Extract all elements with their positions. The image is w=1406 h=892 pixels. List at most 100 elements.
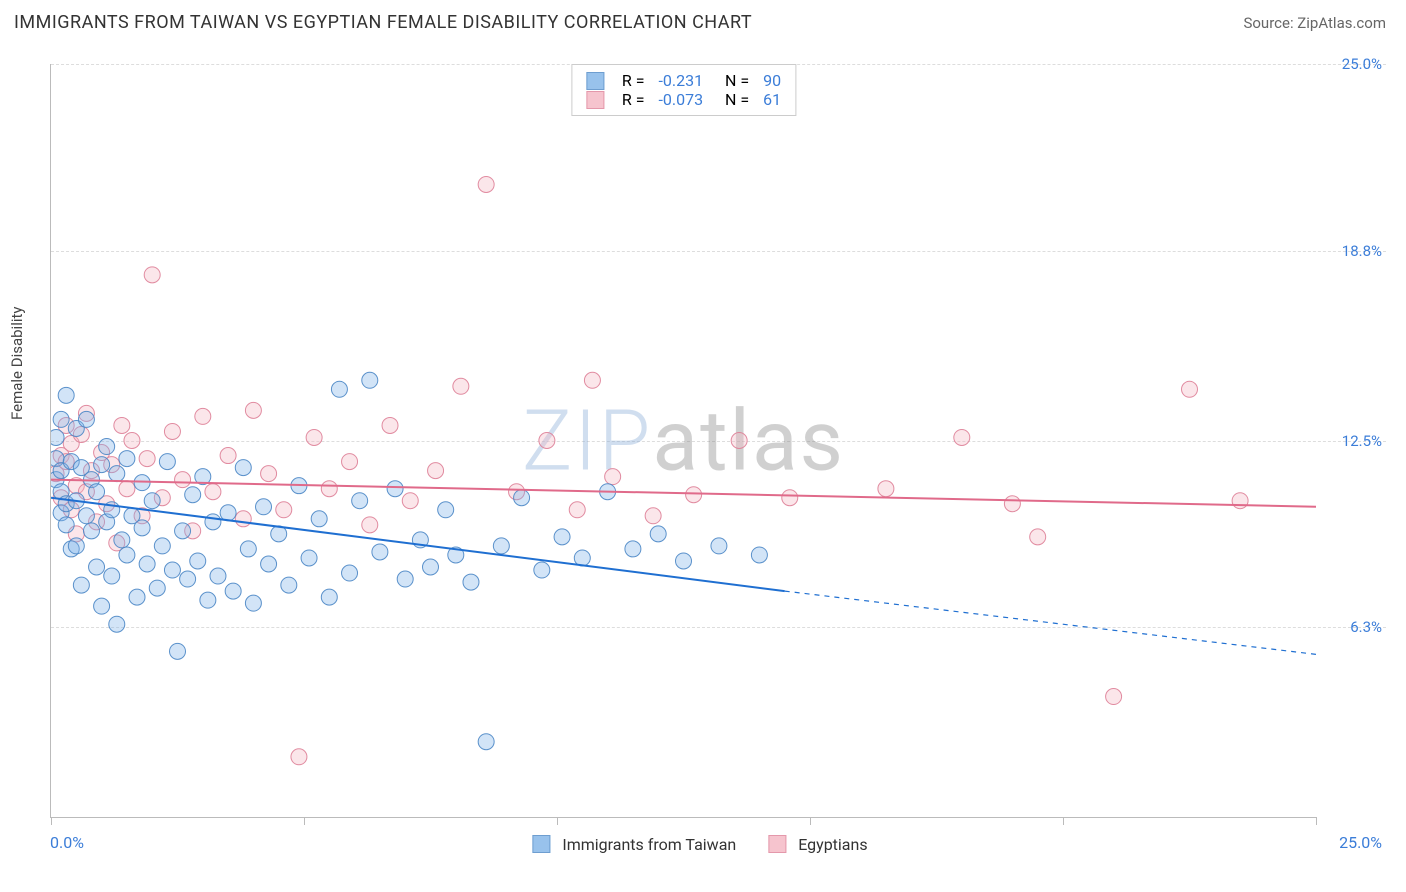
data-point — [139, 451, 155, 467]
data-point — [478, 176, 494, 192]
y-tick-label: 6.3% — [1350, 618, 1382, 636]
data-point — [154, 538, 170, 554]
data-point — [1106, 689, 1122, 705]
data-point — [453, 378, 469, 394]
chart-title: IMMIGRANTS FROM TAIWAN VS EGYPTIAN FEMAL… — [14, 12, 752, 33]
data-point — [164, 562, 180, 578]
scatter-svg — [51, 64, 1316, 817]
data-point — [195, 408, 211, 424]
data-point — [124, 433, 140, 449]
data-point — [261, 556, 277, 572]
data-point — [1004, 496, 1020, 512]
y-axis-label: Female Disability — [8, 307, 26, 421]
swatch-series-1 — [586, 72, 604, 90]
data-point — [245, 595, 261, 611]
legend-label-1: Immigrants from Taiwan — [562, 835, 736, 854]
stat-n-label: N = — [713, 71, 753, 90]
data-point — [68, 538, 84, 554]
data-point — [109, 466, 125, 482]
data-point — [175, 523, 191, 539]
data-point — [605, 469, 621, 485]
data-point — [514, 490, 530, 506]
data-point — [235, 511, 251, 527]
trend-line — [51, 480, 1316, 507]
data-point — [1182, 381, 1198, 397]
x-axis-max-label: 25.0% — [1339, 833, 1382, 852]
data-point — [190, 553, 206, 569]
stats-legend-box: R = -0.231 N = 90 R = -0.073 N = 61 — [571, 64, 796, 116]
data-point — [428, 463, 444, 479]
data-point — [534, 562, 550, 578]
data-point — [245, 402, 261, 418]
data-point — [205, 484, 221, 500]
chart-source: Source: ZipAtlas.com — [1243, 14, 1386, 32]
data-point — [463, 574, 479, 590]
data-point — [119, 451, 135, 467]
data-point — [220, 505, 236, 521]
data-point — [362, 517, 378, 533]
legend-item-2: Egyptians — [768, 835, 867, 854]
data-point — [210, 568, 226, 584]
data-point — [180, 571, 196, 587]
x-axis-min-label: 0.0% — [50, 833, 84, 852]
data-point — [321, 589, 337, 605]
data-point — [114, 417, 130, 433]
stats-row-2: R = -0.073 N = 61 — [586, 90, 781, 109]
data-point — [134, 520, 150, 536]
data-point — [114, 532, 130, 548]
data-point — [144, 267, 160, 283]
data-point — [53, 411, 69, 427]
data-point — [402, 493, 418, 509]
y-tick-label: 18.8% — [1342, 242, 1382, 260]
data-point — [104, 568, 120, 584]
data-point — [878, 481, 894, 497]
data-point — [99, 439, 115, 455]
data-point — [240, 541, 256, 557]
bottom-legend: Immigrants from Taiwan Egyptians — [532, 835, 867, 854]
data-point — [321, 481, 337, 497]
data-point — [954, 429, 970, 445]
data-point — [94, 457, 110, 473]
data-point — [261, 466, 277, 482]
data-point — [139, 556, 155, 572]
stat-r-label: R = — [622, 71, 649, 90]
data-point — [362, 372, 378, 388]
stat-n-label: N = — [713, 90, 753, 109]
data-point — [225, 583, 241, 599]
stat-r-1: -0.231 — [658, 71, 703, 90]
stat-n-2: 61 — [763, 90, 781, 109]
data-point — [119, 481, 135, 497]
data-point — [51, 429, 64, 445]
data-point — [372, 544, 388, 560]
data-point — [423, 559, 439, 575]
data-point — [711, 538, 727, 554]
legend-swatch-2 — [768, 835, 786, 853]
data-point — [73, 577, 89, 593]
data-point — [650, 526, 666, 542]
data-point — [185, 487, 201, 503]
data-point — [342, 565, 358, 581]
data-point — [311, 511, 327, 527]
data-point — [94, 598, 110, 614]
data-point — [78, 411, 94, 427]
legend-label-2: Egyptians — [798, 835, 867, 854]
data-point — [129, 589, 145, 605]
data-point — [625, 541, 641, 557]
data-point — [281, 577, 297, 593]
data-point — [78, 508, 94, 524]
data-point — [164, 423, 180, 439]
data-point — [493, 538, 509, 554]
data-point — [352, 493, 368, 509]
data-point — [144, 493, 160, 509]
data-point — [159, 454, 175, 470]
chart-area: Female Disability ZIPatlas R = -0.231 N … — [14, 48, 1386, 872]
data-point — [569, 502, 585, 518]
data-point — [220, 448, 236, 464]
data-point — [276, 502, 292, 518]
data-point — [676, 553, 692, 569]
data-point — [291, 749, 307, 765]
data-point — [387, 481, 403, 497]
data-point — [58, 517, 74, 533]
data-point — [331, 381, 347, 397]
data-point — [119, 547, 135, 563]
